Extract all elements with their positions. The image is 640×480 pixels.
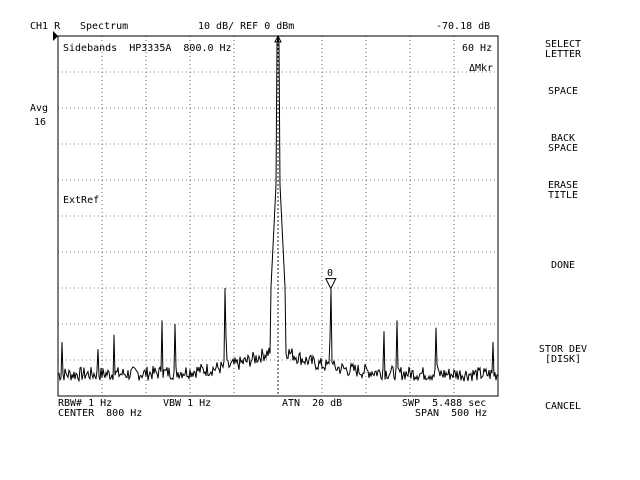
channel-label: CH1 R [30, 21, 61, 32]
softkey-back-space[interactable]: BACK SPACE [547, 133, 579, 154]
carrier-marker-icon [274, 34, 282, 43]
marker-mode: ΔMkr [469, 63, 494, 74]
measurement-label: Spectrum [80, 21, 129, 32]
vbw-label: VBW 1 Hz [163, 398, 212, 409]
ext-ref-label: ExtRef [63, 195, 100, 206]
avg-label: Avg [30, 103, 49, 114]
softkey-erase-title[interactable]: ERASE TITLE [547, 180, 579, 201]
center-label: CENTER 800 Hz [58, 408, 143, 419]
avg-count: 16 [34, 117, 47, 128]
scale-label: 10 dB/ REF 0 dBm [198, 21, 295, 32]
softkey-cancel[interactable]: CANCEL [544, 401, 582, 412]
graticule [53, 31, 499, 397]
softkey-done[interactable]: DONE [550, 260, 576, 271]
softkey-select-letter[interactable]: SELECT LETTER [544, 39, 582, 60]
display-title: Sidebands HP3335A 800.0 Hz [63, 43, 232, 54]
ref-level-arrow-icon [53, 31, 58, 41]
marker-offset: 60 Hz [462, 43, 493, 54]
softkey-stor-dev[interactable]: STOR DEV [DISK] [538, 344, 588, 365]
sweep-label: SWP 5.488 sec [402, 398, 487, 409]
reference-marker-icon [324, 278, 337, 290]
softkey-space[interactable]: SPACE [547, 86, 579, 97]
marker-value: -70.18 dB [436, 21, 491, 32]
markers [274, 34, 337, 396]
ref-marker-label: 0 [327, 268, 334, 279]
span-label: SPAN 500 Hz [415, 408, 488, 419]
atn-label: ATN 20 dB [282, 398, 343, 409]
rbw-label: RBW# 1 Hz [58, 398, 113, 409]
